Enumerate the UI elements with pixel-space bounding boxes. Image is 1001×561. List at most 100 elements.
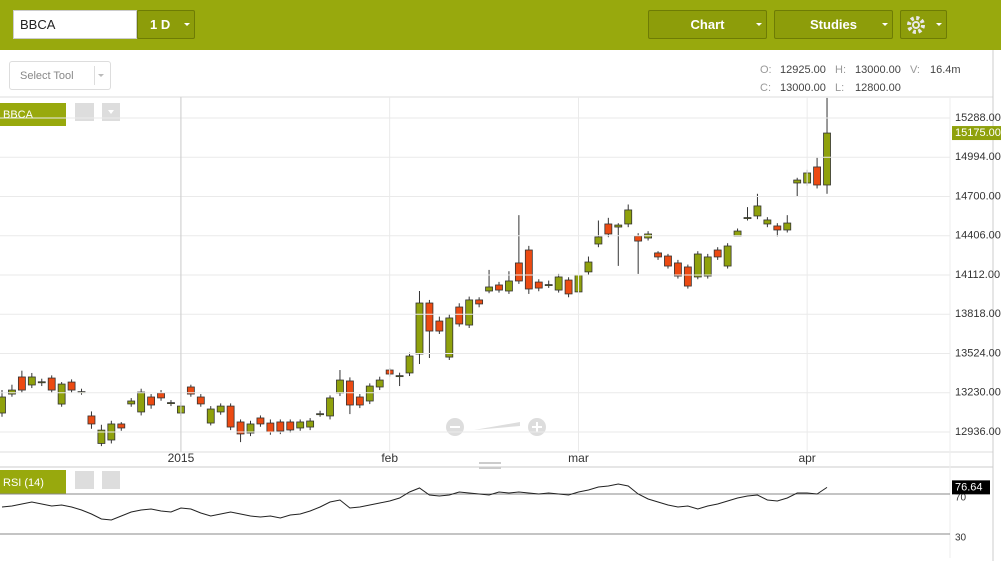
candle-body [196,396,205,405]
quote-value: 12925.00 [780,64,826,76]
pane-resize-handle[interactable] [479,462,501,469]
candle-body [823,132,831,186]
candle-body [495,284,503,291]
candle-body [246,423,255,434]
interval-dropdown[interactable]: 1 D [137,10,195,39]
studies-label: Studies [810,17,857,32]
candle-body [87,415,96,425]
x-tick-label: 2015 [168,451,195,465]
candle-body [534,281,543,289]
candle-body [216,405,225,413]
candle-body [465,299,474,326]
candle-body [793,179,802,184]
quote-label: C: [760,82,771,94]
pane-name: RSI (14) [3,477,44,489]
candle-body [723,245,732,267]
quote-value: 13000.00 [780,82,826,94]
candle-body [753,205,762,217]
candle-body [693,253,702,278]
candle-body [47,377,56,391]
top-toolbar: BBCA 1 D Chart Studies [0,0,1001,50]
studies-dropdown[interactable]: Studies [774,10,893,39]
candle-body [634,235,643,242]
candle-body [624,209,633,225]
pane-tab[interactable] [0,103,66,126]
rsi-badge [952,480,990,495]
candle-body [674,262,682,277]
quote-label: O: [760,64,772,76]
candle-body [654,252,662,258]
x-tick-label: mar [568,451,589,465]
candle-body [137,391,146,413]
candle-body [743,217,752,219]
candle-body [445,317,454,358]
candle-body [206,408,215,424]
candle-body [266,422,275,433]
y-tick-label: 13818.00 [955,308,1001,320]
candle-body [316,413,324,416]
candle-body [157,392,165,399]
candle-body [365,385,374,402]
candle-body [614,224,623,228]
y-tick-label: 13230.00 [955,387,1001,399]
candle-body [554,276,563,291]
candle-body [286,421,295,431]
pane-tab[interactable] [0,470,66,494]
candle-body [276,421,285,432]
candle-body [226,405,235,428]
candle-body [27,376,36,386]
quote-label: V: [910,64,920,76]
candle-body [763,219,772,225]
add-button[interactable] [75,471,94,489]
candle-body [0,396,6,414]
candle-body [375,379,384,388]
candle-body [594,236,603,245]
candle-body [17,376,26,391]
candle-body [8,389,16,395]
y-tick-label: 14994.00 [955,151,1001,163]
current-price-badge [952,126,1001,141]
zoom-control[interactable] [446,418,546,436]
candle-body [336,379,344,394]
y-tick-label: 14406.00 [955,230,1001,242]
chart-dropdown[interactable]: Chart [648,10,767,39]
candle-body [37,381,46,384]
candle-body [664,255,672,267]
rsi-label: 76.64 [955,481,983,493]
candle-body [783,222,792,231]
candle-body [415,302,424,355]
candle-body [425,302,434,332]
candle-body [236,421,245,435]
settings-button[interactable] [900,10,947,39]
candle-body [584,261,593,273]
candle-body [514,262,523,282]
candle-body [505,280,513,292]
gear-icon [907,15,925,34]
candle-body [475,299,484,305]
y-tick-label: 70 [955,493,967,504]
candle-body [435,320,444,332]
candle-body [256,417,265,425]
quote-value: 13000.00 [855,64,901,76]
candle-body [127,400,136,405]
y-tick-label: 14112.00 [955,269,1000,281]
select-tool-dropdown[interactable]: Select Tool [9,61,111,90]
candle-body [813,166,821,186]
candle-body [703,256,712,277]
menu-icon [108,110,114,114]
quote-value: 16.4m [930,64,961,76]
candle-body [355,396,364,406]
candle-body [455,306,464,325]
y-tick-label: 30 [955,533,967,544]
candle-body [306,420,315,428]
x-tick-label: feb [381,451,398,465]
candle-body [186,386,195,395]
expand-button[interactable] [75,103,94,121]
candle-body [524,249,533,290]
candle-body [167,402,175,405]
close-button[interactable] [102,471,120,489]
symbol-input[interactable]: BBCA [13,10,137,39]
candle-body [395,375,404,378]
quote-label: H: [835,64,846,76]
